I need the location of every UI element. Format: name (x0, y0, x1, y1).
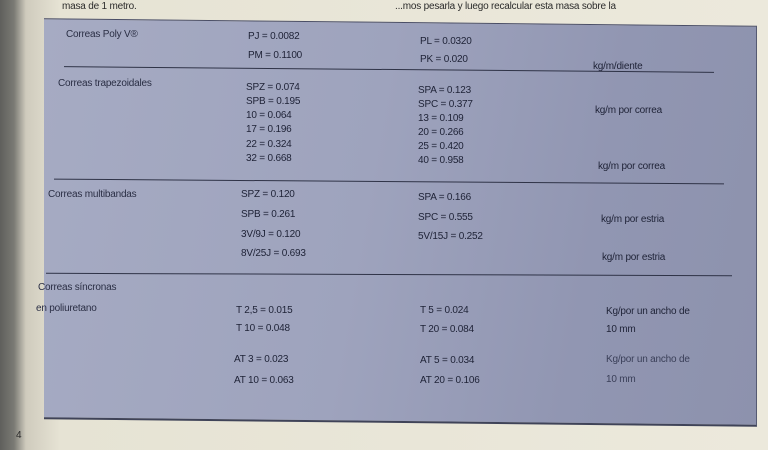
section-sublabel-poliuretano: en poliuretano (36, 303, 97, 314)
value-cell: PM = 0.1100 (248, 50, 303, 61)
value-cell: T 2,5 = 0.015 (236, 305, 293, 316)
unit-label: 10 mm (606, 374, 636, 385)
value-cell: 10 = 0.064 (246, 110, 292, 121)
unit-label: Kg/por un ancho de (606, 354, 690, 365)
value-cell: PJ = 0.0082 (248, 31, 300, 42)
value-cell: 5V/15J = 0.252 (418, 231, 483, 242)
unit-label: kg/m/diente (593, 61, 643, 72)
section-label-multibandas: Correas multibandas (48, 189, 137, 200)
unit-label: 10 mm (606, 324, 636, 335)
value-cell: 20 = 0.266 (418, 127, 464, 138)
value-cell: PL = 0.0320 (420, 36, 472, 47)
section-label-sincronas: Correas síncronas (38, 282, 117, 293)
page-number: 4 (16, 430, 22, 441)
unit-label: kg/m por estria (601, 214, 665, 225)
value-cell: 40 = 0.958 (418, 155, 464, 166)
value-cell: SPA = 0.123 (418, 85, 471, 96)
value-cell: SPZ = 0.074 (246, 82, 300, 93)
unit-label: kg/m por correa (598, 161, 666, 172)
value-cell: 17 = 0.196 (246, 124, 292, 135)
value-cell: 3V/9J = 0.120 (241, 229, 301, 240)
value-cell: AT 5 = 0.034 (420, 355, 475, 366)
value-cell: T 5 = 0.024 (420, 305, 469, 316)
section-label-poly-v: Correas Poly V® (66, 29, 138, 40)
value-cell: 13 = 0.109 (418, 113, 464, 124)
value-cell: AT 20 = 0.106 (420, 375, 480, 386)
header-right-text: ...mos pesarla y luego recalcular esta m… (395, 1, 616, 12)
section-label-trapezoidales: Correas trapezoidales (58, 78, 152, 89)
value-cell: T 20 = 0.084 (420, 324, 474, 335)
value-cell: 22 = 0.324 (246, 139, 292, 150)
unit-label: kg/m por estria (602, 252, 666, 263)
value-cell: SPA = 0.166 (418, 192, 471, 203)
value-cell: SPC = 0.377 (418, 99, 473, 110)
value-cell: SPB = 0.195 (246, 96, 301, 107)
value-cell: SPZ = 0.120 (241, 189, 295, 200)
value-cell: AT 10 = 0.063 (234, 375, 294, 386)
header-left-text: masa de 1 metro. (62, 1, 137, 12)
value-cell: T 10 = 0.048 (236, 323, 290, 334)
value-cell: PK = 0.020 (420, 54, 468, 65)
unit-label: Kg/por un ancho de (606, 306, 690, 317)
value-cell: 32 = 0.668 (246, 153, 292, 164)
value-cell: 25 = 0.420 (418, 141, 464, 152)
value-cell: SPB = 0.261 (241, 209, 296, 220)
value-cell: SPC = 0.555 (418, 212, 473, 223)
value-cell: 8V/25J = 0.693 (241, 248, 306, 259)
value-cell: AT 3 = 0.023 (234, 354, 289, 365)
unit-label: kg/m por correa (595, 105, 663, 116)
